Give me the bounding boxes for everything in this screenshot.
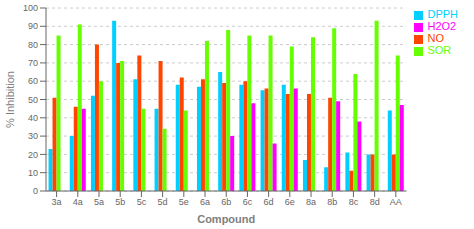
svg-text:70: 70 [28, 58, 38, 68]
svg-text:5c: 5c [137, 197, 147, 207]
svg-text:% Inhibition: % Inhibition [8, 71, 16, 128]
html-text:SOR: SOR [427, 44, 452, 56]
svg-text:60: 60 [28, 76, 38, 86]
svg-text:50: 50 [28, 95, 38, 105]
html-text:DPPH: DPPH [427, 8, 458, 20]
svg-text:3a: 3a [52, 197, 62, 207]
html-text:H2O2: H2O2 [427, 20, 457, 32]
svg-text:5a: 5a [94, 197, 104, 207]
svg-text:5b: 5b [115, 197, 125, 207]
svg-text:6e: 6e [285, 197, 295, 207]
svg-text:6a: 6a [200, 197, 210, 207]
svg-text:Compound: Compound [197, 213, 255, 225]
svg-text:6b: 6b [221, 197, 231, 207]
html-text:NO: NO [427, 32, 444, 44]
svg-text:AA: AA [390, 197, 402, 207]
svg-text:90: 90 [28, 21, 38, 31]
svg-text:5e: 5e [179, 197, 189, 207]
svg-text:8a: 8a [306, 197, 316, 207]
svg-text:20: 20 [28, 150, 38, 160]
svg-text:40: 40 [28, 113, 38, 123]
svg-text:8c: 8c [349, 197, 359, 207]
svg-text:80: 80 [28, 40, 38, 50]
svg-text:0: 0 [33, 186, 38, 196]
svg-text:30: 30 [28, 131, 38, 141]
svg-text:8d: 8d [370, 197, 380, 207]
svg-text:5d: 5d [158, 197, 168, 207]
svg-text:6d: 6d [264, 197, 274, 207]
svg-text:4a: 4a [73, 197, 83, 207]
svg-text:10: 10 [28, 168, 38, 178]
svg-text:8b: 8b [327, 197, 337, 207]
svg-text:6c: 6c [243, 197, 253, 207]
svg-text:100: 100 [23, 3, 38, 13]
